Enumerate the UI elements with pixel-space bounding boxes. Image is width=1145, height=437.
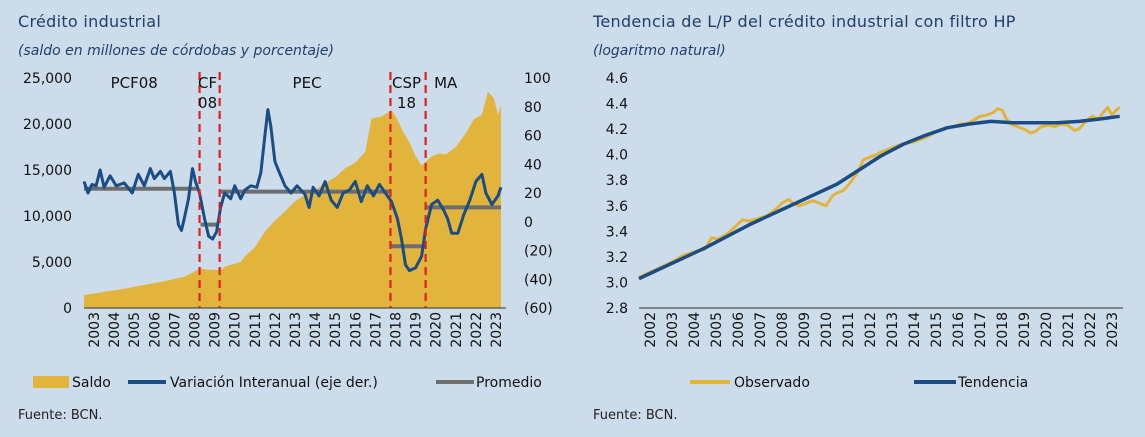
x-tick-label: 2021 [1061,312,1077,348]
x-tick-label: 2010 [819,312,835,348]
x-tick-label: 2018 [995,312,1011,348]
x-tick-label: 2008 [775,312,791,348]
left-chart-source: Fuente: BCN. [18,408,103,423]
x-tick-label: 2007 [753,312,769,348]
period-label: 08 [198,94,217,112]
left-chart-svg: 0 5,000 10,000 15,000 20,000 25,000 (60) (40) (2… [23,71,553,391]
x-tick-label: 2022 [1083,312,1099,348]
x-tick-label: 2002 [643,312,659,348]
y-tick-label: 4.0 [606,148,628,164]
x-tick-label: 2020 [1039,312,1055,348]
x-tick-label: 2012 [863,312,879,348]
x-tick-label: 2020 [429,312,445,348]
x-tick-label: 2013 [288,312,304,348]
y-tick-label: 5,000 [32,255,72,271]
right-chart-source: Fuente: BCN. [593,408,678,423]
y-tick-label: 3.2 [606,250,628,266]
x-tick-label: 2009 [797,312,813,348]
y-tick-label: 4.2 [606,122,628,138]
period-label: PCF08 [111,74,158,92]
left-chart-subtitle: (saldo en millones de córdobas y porcent… [18,43,334,59]
saldo-area [84,91,501,308]
y-tick-label: 2.8 [606,301,628,317]
x-tick-label: 2021 [449,312,465,348]
legend-observado-label: Observado [734,375,810,391]
y-tick-label: 0 [63,301,72,317]
legend-saldo-swatch [33,376,69,388]
x-tick-label: 2003 [665,312,681,348]
x-tick-label: 2008 [188,312,204,348]
x-tick-label: 2018 [389,312,405,348]
y2-tick-label: 20 [524,186,542,202]
y2-tick-label: (40) [524,272,553,288]
period-label: CF [198,74,217,92]
y2-tick-label: (60) [524,301,553,317]
x-tick-label: 2013 [885,312,901,348]
x-tick-label: 2015 [328,312,344,348]
x-tick-label: 2014 [308,312,324,348]
period-label: 18 [397,94,416,112]
right-chart-panel: Tendencia de L/P del crédito industrial … [572,0,1145,437]
x-tick-label: 2011 [248,312,264,348]
x-tick-label: 2006 [147,312,163,348]
left-chart-panel: Crédito industrial (saldo en millones de… [0,0,572,437]
x-tick-label: 2017 [368,312,384,348]
x-tick-label: 2022 [469,312,485,348]
y2-tick-label: 40 [524,157,542,173]
x-tick-label: 2005 [709,312,725,348]
y2-tick-label: 100 [524,71,551,87]
x-tick-label: 2004 [687,312,703,348]
x-tick-label: 2006 [731,312,747,348]
x-tick-label: 2007 [167,312,183,348]
x-tick-label: 2016 [348,312,364,348]
y2-tick-label: 0 [524,215,533,231]
y-tick-label: 3.0 [606,275,628,291]
x-tick-label: 2015 [929,312,945,348]
x-tick-label: 2023 [489,312,505,348]
x-tick-label: 2012 [268,312,284,348]
y-tick-label: 4.4 [606,97,628,113]
x-tick-label: 2009 [208,312,224,348]
variacion-line [82,108,503,273]
right-chart-svg: 2.8 3.0 3.2 3.4 3.6 3.8 4.0 4.2 4.4 4.6 2002 2003 20… [606,71,1123,391]
x-tick-label: 2003 [87,312,103,348]
x-tick-label: 2019 [409,312,425,348]
x-tick-label: 2005 [127,312,143,348]
tendencia-line [638,114,1120,281]
y-tick-label: 15,000 [23,163,72,179]
y-tick-label: 3.4 [606,224,628,240]
y-tick-label: 3.6 [606,199,628,215]
period-label: CSP [392,74,421,92]
period-label: PEC [293,74,322,92]
x-tick-label: 2011 [841,312,857,348]
y2-tick-label: 80 [524,100,542,116]
legend-saldo-label: Saldo [72,375,111,391]
y-tick-label: 4.6 [606,71,628,87]
right-chart-title: Tendencia de L/P del crédito industrial … [593,12,1016,31]
x-tick-label: 2014 [907,312,923,348]
y-tick-label: 25,000 [23,71,72,87]
y2-tick-label: 60 [524,129,542,145]
y2-tick-label: (20) [524,244,553,260]
y-tick-label: 10,000 [23,209,72,225]
left-chart-title: Crédito industrial [18,12,162,31]
x-tick-label: 2016 [951,312,967,348]
x-tick-label: 2017 [973,312,989,348]
x-tick-label: 2010 [228,312,244,348]
legend-tendencia-label: Tendencia [957,375,1028,391]
legend-variacion-label: Variación Interanual (eje der.) [170,375,378,391]
y-tick-label: 3.8 [606,173,628,189]
legend-promedio-label: Promedio [476,375,542,391]
x-tick-label: 2019 [1017,312,1033,348]
y-tick-label: 20,000 [23,117,72,133]
x-tick-label: 2023 [1105,312,1121,348]
observado-line [638,105,1121,279]
period-label: MA [434,74,458,92]
x-tick-label: 2004 [107,312,123,348]
right-chart-subtitle: (logaritmo natural) [593,43,726,59]
